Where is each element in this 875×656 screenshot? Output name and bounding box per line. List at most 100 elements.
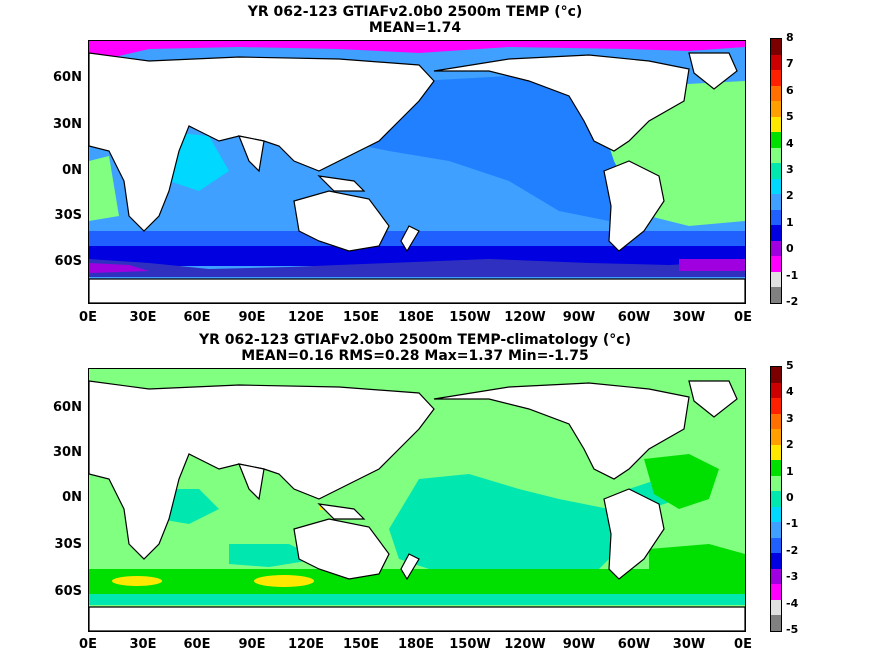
colorbar-segment xyxy=(771,271,781,288)
colorbar-tick-label: 4 xyxy=(786,136,794,150)
colorbar-segment xyxy=(771,537,781,554)
panel1-lon-60e: 60E xyxy=(183,310,211,325)
colorbar-segment xyxy=(771,491,781,508)
colorbar-segment xyxy=(771,101,781,118)
panel1-map xyxy=(88,40,746,304)
colorbar-segment xyxy=(771,256,781,273)
colorbar-segment xyxy=(771,460,781,477)
colorbar-tick-label: 0 xyxy=(786,491,794,504)
colorbar-tick-label: 4 xyxy=(786,385,794,399)
colorbar-segment xyxy=(771,178,781,195)
colorbar-segment xyxy=(771,382,781,399)
colorbar-segment xyxy=(771,413,781,430)
colorbar-tick-label: 1 xyxy=(786,464,794,478)
colorbar-tick-label: 1 xyxy=(786,215,794,229)
colorbar-segment xyxy=(771,194,781,211)
colorbar-tick-label: 8 xyxy=(786,31,794,44)
panel1-lat-0n: 0N xyxy=(62,163,82,178)
colorbar-segment xyxy=(771,615,781,632)
panel1-lon-0e: 0E xyxy=(79,310,97,325)
panel2-lat-60n: 60N xyxy=(53,400,82,415)
colorbar-segment xyxy=(771,506,781,523)
colorbar-segment xyxy=(771,398,781,415)
panel2-lon-90e: 90E xyxy=(238,637,266,652)
colorbar-segment xyxy=(771,225,781,242)
panel1-lon-150e: 150E xyxy=(342,310,380,325)
panel2-lon-120e: 120E xyxy=(287,637,325,652)
panel2-lat-30n: 30N xyxy=(53,445,82,460)
panel2-lat-30s: 30S xyxy=(54,537,82,552)
panel2-map-svg xyxy=(89,369,745,631)
panel1-title: YR 062-123 GTIAFv2.0b0 2500m TEMP (°c) xyxy=(247,4,583,20)
colorbar-segment xyxy=(771,39,781,56)
panel2-lon-90w: 90W xyxy=(562,637,596,652)
colorbar-segment xyxy=(771,522,781,539)
colorbar-tick-label: -5 xyxy=(786,623,799,636)
colorbar-tick-label: -2 xyxy=(786,295,799,308)
colorbar-tick-label: 3 xyxy=(786,163,794,176)
panel2-lat-60s: 60S xyxy=(54,584,82,599)
colorbar-segment xyxy=(771,85,781,102)
panel2-lon-60w: 60W xyxy=(617,637,651,652)
panel1-lon-60w: 60W xyxy=(617,310,651,325)
colorbar-segment xyxy=(771,568,781,585)
panel1-lon-30e: 30E xyxy=(129,310,157,325)
colorbar-tick-label: 3 xyxy=(786,411,794,425)
panel2-map xyxy=(88,368,746,632)
colorbar-tick-label: 7 xyxy=(786,57,794,71)
colorbar-segment xyxy=(771,132,781,149)
colorbar-tick-label: -1 xyxy=(786,268,799,282)
colorbar-tick-label: 5 xyxy=(786,359,794,372)
panel1-lat-60n: 60N xyxy=(53,70,82,85)
panel2-lon-150e: 150E xyxy=(342,637,380,652)
colorbar-segment xyxy=(771,429,781,446)
colorbar-tick-label: -2 xyxy=(786,543,799,557)
colorbar-segment xyxy=(771,209,781,226)
panel1-lon-0e-end: 0E xyxy=(734,310,752,325)
panel2-lon-150w: 150W xyxy=(449,637,491,652)
panel1-map-svg xyxy=(89,41,745,303)
panel1-lat-30n: 30N xyxy=(53,117,82,132)
colorbar-segment xyxy=(771,240,781,257)
colorbar-tick-label: 2 xyxy=(786,438,794,452)
colorbar-segment xyxy=(771,116,781,133)
panel2-stats: MEAN=0.16 RMS=0.28 Max=1.37 Min=-1.75 xyxy=(241,348,589,364)
colorbar-segment xyxy=(771,584,781,601)
colorbar-segment xyxy=(771,287,781,304)
panel2-lon-0e: 0E xyxy=(79,637,97,652)
colorbar-segment xyxy=(771,70,781,87)
panel1-lat-60s: 60S xyxy=(54,254,82,269)
colorbar-segment xyxy=(771,475,781,492)
panel2-lon-0e-end: 0E xyxy=(734,637,752,652)
colorbar-tick-label: 6 xyxy=(786,83,794,97)
panel1-lon-30w: 30W xyxy=(672,310,706,325)
colorbar-tick-label: 0 xyxy=(786,242,794,256)
panel1-lon-90w: 90W xyxy=(562,310,596,325)
panel2-lon-120w: 120W xyxy=(504,637,546,652)
panel1-lon-120w: 120W xyxy=(504,310,546,325)
panel2-title: YR 062-123 GTIAFv2.0b0 2500m TEMP-climat… xyxy=(199,332,631,348)
colorbar-segment xyxy=(771,147,781,164)
panel1-lon-120e: 120E xyxy=(287,310,325,325)
colorbar-segment xyxy=(771,163,781,180)
panel2-colorbar xyxy=(770,366,782,632)
panel2-lat-0n: 0N xyxy=(62,490,82,505)
panel1-lon-180e: 180E xyxy=(397,310,435,325)
panel2-lon-180e: 180E xyxy=(397,637,435,652)
colorbar-segment xyxy=(771,444,781,461)
colorbar-segment xyxy=(771,553,781,570)
colorbar-tick-label: -1 xyxy=(786,517,799,531)
panel2-lon-30w: 30W xyxy=(672,637,706,652)
panel1-lon-90e: 90E xyxy=(238,310,266,325)
panel1-lat-30s: 30S xyxy=(54,208,82,223)
colorbar-segment xyxy=(771,54,781,71)
colorbar-tick-label: 5 xyxy=(786,110,794,124)
panel1-lon-150w: 150W xyxy=(449,310,491,325)
panel2-lon-30e: 30E xyxy=(129,637,157,652)
colorbar-tick-label: -4 xyxy=(786,596,799,610)
panel1-mean: MEAN=1.74 xyxy=(368,20,462,36)
panel2-lon-60e: 60E xyxy=(183,637,211,652)
colorbar-segment xyxy=(771,599,781,616)
colorbar-tick-label: 2 xyxy=(786,189,794,203)
colorbar-tick-label: -3 xyxy=(786,570,799,584)
